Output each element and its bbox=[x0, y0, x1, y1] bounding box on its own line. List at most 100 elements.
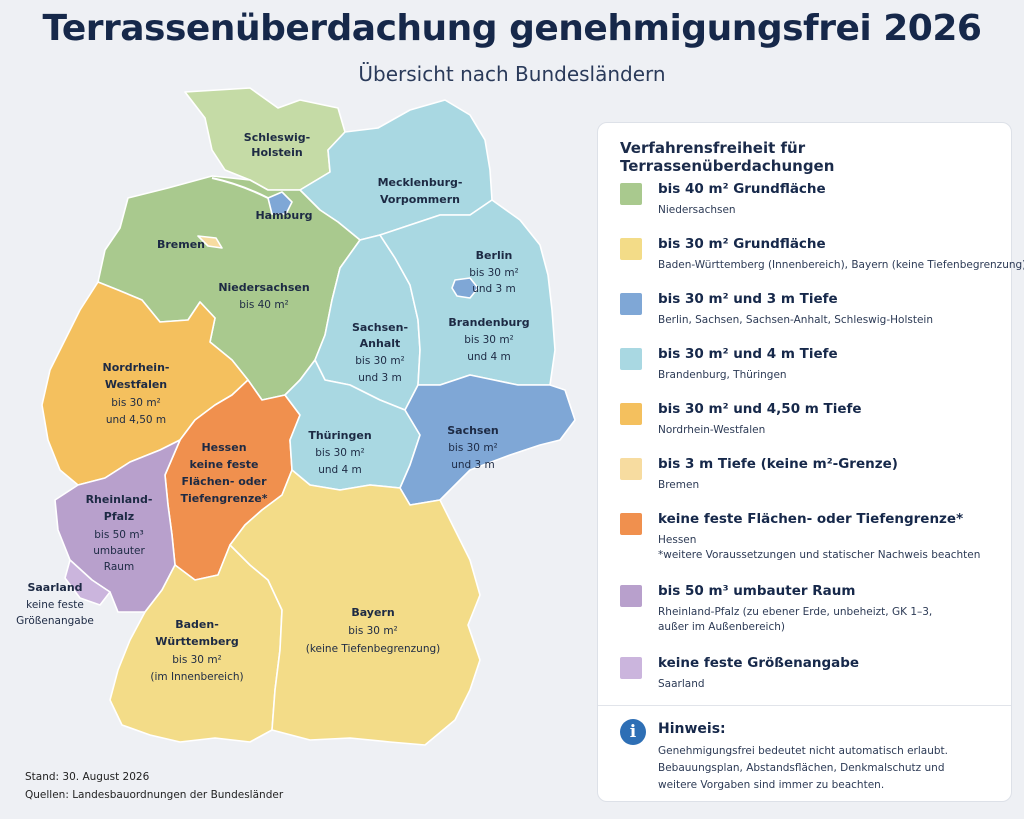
svg-text:keine feste: keine feste bbox=[190, 458, 259, 471]
svg-text:Mecklenburg-: Mecklenburg- bbox=[378, 176, 463, 189]
state-bremen[interactable] bbox=[197, 235, 223, 249]
legend-panel: Verfahrensfreiheit für Terrassenüberdach… bbox=[597, 122, 1024, 802]
svg-text:und 3 m: und 3 m bbox=[472, 283, 516, 295]
legend-heading: bis 30 m² und 4,50 m Tiefe bbox=[658, 401, 862, 417]
legend-states: Bremen bbox=[658, 479, 700, 491]
svg-text:Pfalz: Pfalz bbox=[104, 510, 134, 523]
label-brandenburg: Brandenburg bis 30 m² und 4 m bbox=[448, 316, 529, 363]
svg-text:Nordrhein-: Nordrhein- bbox=[103, 361, 170, 374]
label-bayern: Bayern bis 30 m² (keine Tiefenbegrenzung… bbox=[306, 606, 441, 655]
svg-text:und 4,50 m: und 4,50 m bbox=[106, 414, 166, 426]
svg-text:Bayern: Bayern bbox=[351, 606, 394, 619]
svg-text:Württemberg: Württemberg bbox=[155, 635, 238, 648]
legend-swatch bbox=[620, 403, 642, 425]
svg-text:bis 40 m²: bis 40 m² bbox=[239, 299, 289, 311]
state-sachsen[interactable] bbox=[399, 374, 576, 506]
info-icon: i bbox=[620, 719, 646, 745]
note-title: Hinweis: bbox=[658, 721, 726, 737]
svg-text:Saarland: Saarland bbox=[27, 581, 82, 594]
svg-text:Vorpommern: Vorpommern bbox=[380, 193, 460, 206]
legend-heading: bis 30 m² und 3 m Tiefe bbox=[658, 291, 838, 307]
legend-swatch bbox=[620, 513, 642, 535]
label-berlin: Berlin bis 30 m² und 3 m bbox=[469, 249, 519, 295]
svg-text:und 4 m: und 4 m bbox=[318, 464, 362, 476]
svg-text:Brandenburg: Brandenburg bbox=[448, 316, 529, 329]
label-mecklenburg-vorpommern: Mecklenburg- Vorpommern bbox=[378, 176, 463, 206]
svg-text:Bremen: Bremen bbox=[157, 238, 205, 251]
svg-text:Anhalt: Anhalt bbox=[360, 337, 401, 350]
svg-text:Rheinland-: Rheinland- bbox=[86, 493, 153, 506]
legend-swatch bbox=[620, 183, 642, 205]
label-thueringen: Thüringen bis 30 m² und 4 m bbox=[308, 429, 371, 476]
svg-text:Baden-: Baden- bbox=[175, 618, 219, 631]
svg-text:bis 50 m³: bis 50 m³ bbox=[94, 529, 144, 541]
legend-states: Baden-Württemberg (Innenbereich), Bayern… bbox=[658, 259, 1024, 271]
state-bayern[interactable] bbox=[229, 469, 481, 746]
page-title: Terrassenüberdachung genehmigungsfrei 20… bbox=[42, 8, 982, 49]
legend-swatch bbox=[620, 293, 642, 315]
svg-text:und 3 m: und 3 m bbox=[358, 372, 402, 384]
legend-swatch bbox=[620, 238, 642, 260]
svg-text:und 3 m: und 3 m bbox=[451, 459, 495, 471]
legend-heading: bis 30 m² Grundfläche bbox=[658, 236, 826, 252]
svg-text:Raum: Raum bbox=[104, 561, 134, 573]
svg-text:keine feste: keine feste bbox=[26, 599, 84, 611]
svg-text:Flächen- oder: Flächen- oder bbox=[181, 475, 267, 488]
legend-heading: bis 3 m Tiefe (keine m²-Grenze) bbox=[658, 456, 898, 472]
state-hamburg[interactable] bbox=[267, 191, 293, 215]
svg-text:bis 30 m²: bis 30 m² bbox=[111, 397, 161, 409]
svg-text:umbauter: umbauter bbox=[93, 545, 145, 557]
legend-states: Brandenburg, Thüringen bbox=[658, 369, 787, 381]
river-elbe bbox=[211, 177, 269, 199]
page-subtitle: Übersicht nach Bundesländern bbox=[358, 62, 666, 86]
svg-text:Holstein: Holstein bbox=[251, 146, 302, 159]
footer-sources: Quellen: Landesbauordnungen der Bundeslä… bbox=[25, 789, 284, 801]
label-hamburg: Hamburg bbox=[255, 209, 312, 222]
legend-heading: bis 40 m² Grundfläche bbox=[658, 181, 826, 197]
legend-states: Niedersachsen bbox=[658, 204, 736, 216]
label-niedersachsen: Niedersachsen bis 40 m² bbox=[218, 281, 309, 311]
legend-title: Verfahrensfreiheit für Terrassenüberdach… bbox=[620, 139, 835, 175]
svg-text:Tiefengrenze*: Tiefengrenze* bbox=[180, 492, 267, 505]
germany-map: Schleswig- Holstein Hamburg Bremen Meckl… bbox=[16, 87, 576, 746]
svg-text:(keine Tiefenbegrenzung): (keine Tiefenbegrenzung) bbox=[306, 643, 441, 655]
state-saarland[interactable] bbox=[64, 559, 111, 606]
svg-text:Westfalen: Westfalen bbox=[105, 378, 167, 391]
state-berlin[interactable] bbox=[451, 277, 479, 299]
svg-text:bis 30 m²: bis 30 m² bbox=[172, 654, 222, 666]
svg-text:Größenangabe: Größenangabe bbox=[16, 615, 94, 627]
svg-text:bis 30 m²: bis 30 m² bbox=[464, 334, 514, 346]
label-baden-wuerttemberg: Baden- Württemberg bis 30 m² (im Innenbe… bbox=[150, 618, 243, 683]
label-saarland: Saarland keine feste Größenangabe bbox=[16, 581, 94, 627]
svg-text:bis 30 m²: bis 30 m² bbox=[315, 447, 365, 459]
svg-text:Berlin: Berlin bbox=[476, 249, 513, 262]
svg-text:Hamburg: Hamburg bbox=[255, 209, 312, 222]
legend-swatch bbox=[620, 458, 642, 480]
svg-text:bis 30 m²: bis 30 m² bbox=[448, 442, 498, 454]
legend-states: Nordrhein-Westfalen bbox=[658, 424, 766, 436]
svg-text:Thüringen: Thüringen bbox=[308, 429, 371, 442]
legend-heading: keine feste Größenangabe bbox=[658, 655, 860, 671]
svg-text:bis 30 m²: bis 30 m² bbox=[355, 355, 405, 367]
legend-heading: bis 30 m² und 4 m Tiefe bbox=[658, 346, 838, 362]
label-sachsen-anhalt: Sachsen- Anhalt bis 30 m² und 3 m bbox=[352, 321, 408, 384]
legend-swatch bbox=[620, 657, 642, 679]
svg-text:(im Innenbereich): (im Innenbereich) bbox=[150, 671, 243, 683]
svg-text:und 4 m: und 4 m bbox=[467, 351, 511, 363]
label-schleswig-holstein: Schleswig- Holstein bbox=[244, 131, 310, 159]
svg-text:bis 30 m²: bis 30 m² bbox=[469, 267, 519, 279]
svg-text:Sachsen-: Sachsen- bbox=[352, 321, 408, 334]
footer: Stand: 30. August 2026 Quellen: Landesba… bbox=[25, 768, 283, 804]
footer-date: Stand: 30. August 2026 bbox=[25, 771, 150, 783]
svg-text:Niedersachsen: Niedersachsen bbox=[218, 281, 309, 294]
legend-heading: keine feste Flächen- oder Tiefengrenze* bbox=[658, 511, 964, 527]
svg-text:Sachsen: Sachsen bbox=[447, 424, 499, 437]
legend-swatch bbox=[620, 348, 642, 370]
label-rheinland-pfalz: Rheinland- Pfalz bis 50 m³ umbauter Raum bbox=[86, 493, 153, 573]
legend-states: Hessen *weitere Voraussetzungen und stat… bbox=[658, 534, 981, 561]
legend-states: Saarland bbox=[658, 678, 705, 690]
legend-swatch bbox=[620, 585, 642, 607]
svg-text:Schleswig-: Schleswig- bbox=[244, 131, 310, 144]
legend-states: Berlin, Sachsen, Sachsen-Anhalt, Schlesw… bbox=[658, 314, 933, 326]
svg-text:Hessen: Hessen bbox=[201, 441, 246, 454]
